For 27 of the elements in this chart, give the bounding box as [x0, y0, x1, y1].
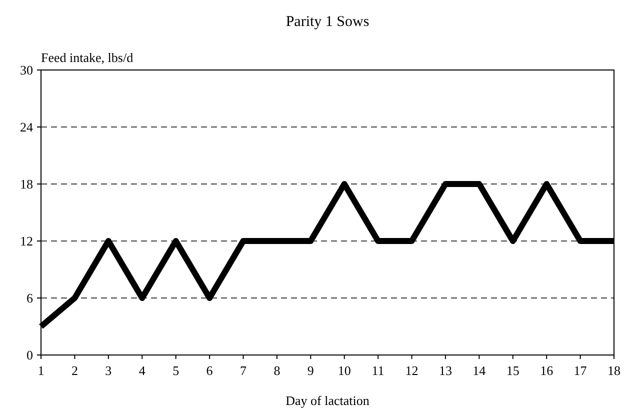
y-tick-label: 12 [20, 234, 33, 249]
x-tick-label: 9 [307, 363, 314, 378]
x-tick-label: 11 [372, 363, 384, 378]
chart-title: Parity 1 Sows [286, 14, 370, 30]
x-tick-label: 18 [608, 363, 620, 378]
x-tick-label: 5 [172, 363, 180, 378]
y-tick-label: 18 [20, 176, 33, 192]
y-tick-label: 0 [26, 348, 33, 363]
x-tick-label: 7 [240, 363, 247, 378]
y-tick-label: 24 [20, 120, 34, 135]
x-tick-label: 16 [540, 363, 554, 378]
x-tick-label: 2 [71, 363, 78, 378]
y-tick-label: 30 [20, 62, 33, 78]
x-tick-label: 17 [574, 363, 588, 378]
x-tick-label: 10 [338, 363, 351, 378]
x-axis-title: Day of lactation [286, 393, 370, 408]
x-tick-label: 1 [38, 363, 44, 378]
x-tick-label: 15 [506, 363, 520, 378]
x-tick-label: 8 [274, 363, 280, 378]
x-tick-label: 3 [105, 363, 112, 378]
x-tick-label: 6 [206, 363, 214, 378]
y-tick-label: 6 [26, 290, 34, 306]
y-axis-title: Feed intake, lbs/d [41, 50, 134, 65]
x-tick-label: 12 [405, 363, 418, 378]
x-tick-label: 14 [472, 363, 486, 378]
x-tick-label: 13 [438, 363, 452, 378]
x-tick-label: 4 [138, 363, 146, 378]
